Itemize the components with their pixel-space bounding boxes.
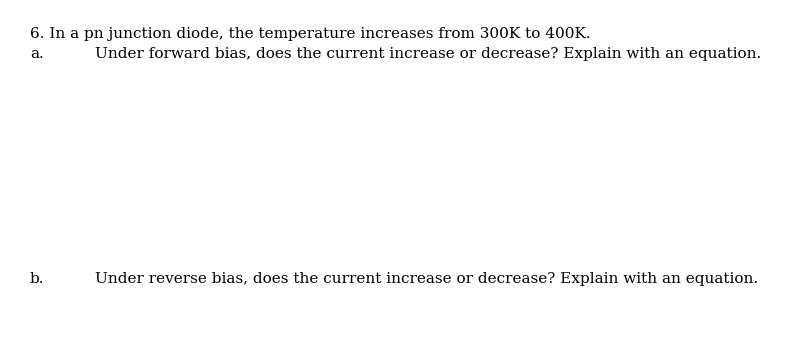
Text: Under forward bias, does the current increase or decrease? Explain with an equat: Under forward bias, does the current inc… <box>95 47 761 61</box>
Text: Under reverse bias, does the current increase or decrease? Explain with an equat: Under reverse bias, does the current inc… <box>95 272 758 286</box>
Text: 6. In a pn junction diode, the temperature increases from 300K to 400K.: 6. In a pn junction diode, the temperatu… <box>30 27 591 41</box>
Text: a.: a. <box>30 47 44 61</box>
Text: b.: b. <box>30 272 44 286</box>
